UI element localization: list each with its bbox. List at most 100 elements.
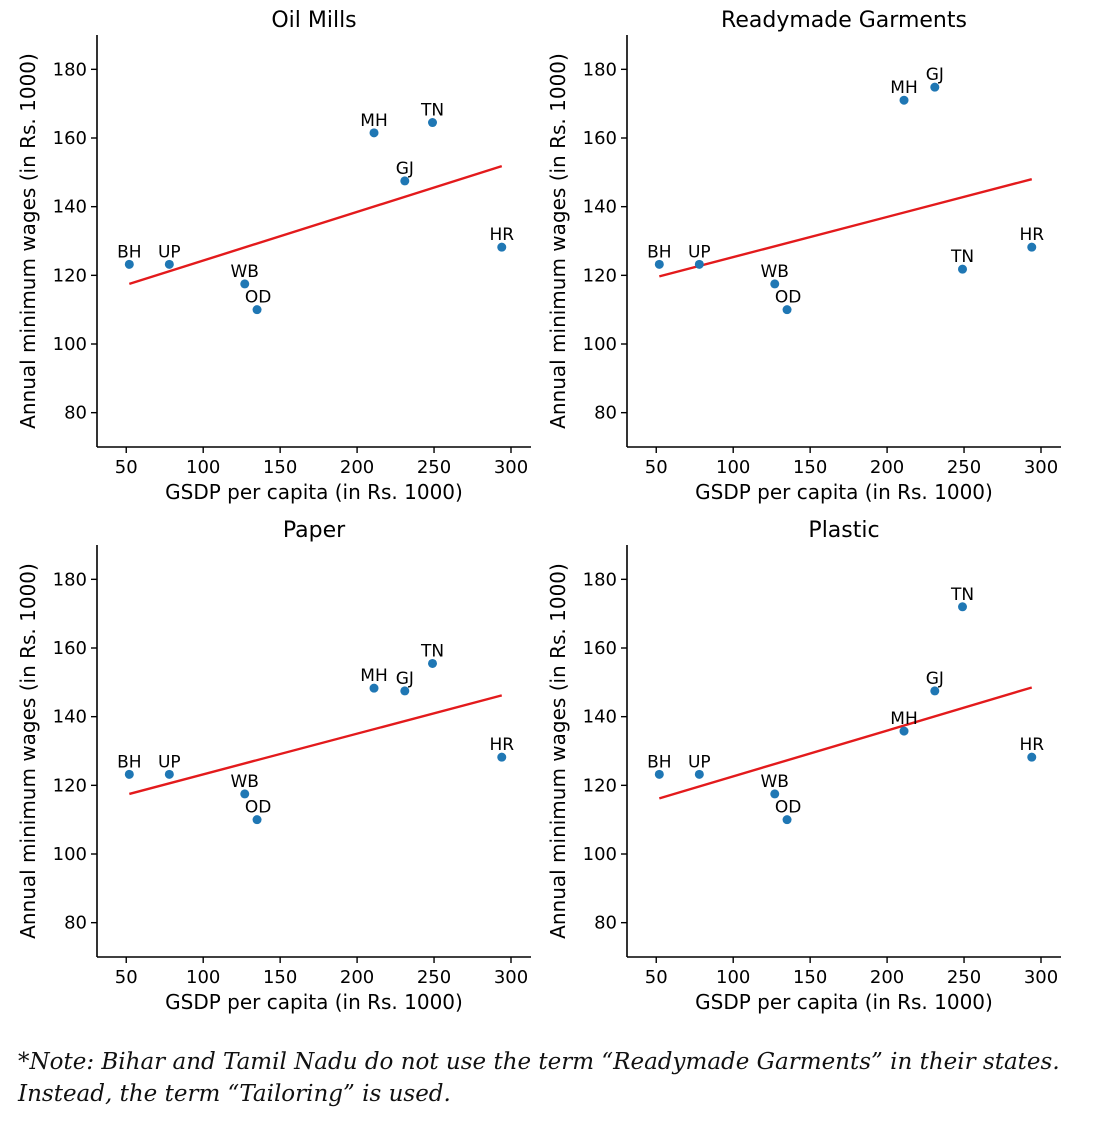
y-tick-label: 80	[594, 913, 617, 934]
chart-panel-1: Oil Mills 50 100 150 200 250 300 80 100 120 140 160…	[16, 8, 531, 504]
x-tick-label: 250	[947, 967, 981, 988]
x-tick-label: 150	[793, 967, 827, 988]
data-point-gj	[400, 686, 410, 696]
data-point-up	[164, 769, 174, 779]
data-point-bh	[124, 259, 134, 269]
chart-panel-3: Paper 50 100 150 200 250 300 80 100 120 140 160 180 G…	[16, 518, 531, 1014]
point-label-gj: GJ	[926, 65, 944, 85]
trend-line	[658, 686, 1033, 800]
y-tick-label: 140	[53, 707, 87, 728]
y-tick-label: 140	[583, 707, 617, 728]
point-label-hr: HR	[489, 225, 514, 245]
x-tick-label: 300	[494, 457, 528, 478]
point-label-od: OD	[775, 798, 801, 818]
point-label-od: OD	[245, 798, 271, 818]
data-point-hr	[1027, 242, 1037, 252]
data-point-tn	[428, 118, 438, 128]
data-point-mh	[899, 726, 909, 736]
point-label-mh: MH	[890, 78, 917, 98]
point-label-up: UP	[688, 242, 711, 262]
x-tick-label: 50	[645, 967, 668, 988]
y-tick-label: 100	[53, 844, 87, 865]
data-point-up	[694, 259, 704, 269]
data-point-mh	[369, 683, 379, 693]
data-point-gj	[930, 686, 940, 696]
point-label-mh: MH	[360, 666, 387, 686]
y-tick-label: 140	[583, 197, 617, 218]
point-label-hr: HR	[1019, 225, 1044, 245]
point-label-od: OD	[245, 288, 271, 308]
y-tick-label: 120	[583, 265, 617, 286]
point-label-bh: BH	[647, 242, 671, 262]
x-tick-label: 300	[1024, 457, 1058, 478]
y-axis-label: Annual minimum wages (in Rs. 1000)	[16, 563, 40, 939]
point-label-tn: TN	[950, 585, 974, 605]
chart-panel-2: Readymade Garments 50 100 150 200 250 300 80 100…	[546, 8, 1061, 504]
point-label-wb: WB	[761, 262, 789, 282]
data-point-gj	[930, 82, 940, 92]
point-label-up: UP	[158, 752, 181, 772]
y-tick-label: 180	[53, 59, 87, 80]
x-tick-label: 50	[115, 967, 138, 988]
y-tick-label: 120	[53, 775, 87, 796]
data-point-tn	[958, 602, 968, 612]
point-label-tn: TN	[420, 641, 444, 661]
point-label-tn: TN	[420, 101, 444, 121]
data-point-hr	[497, 752, 507, 762]
y-tick-label: 80	[594, 403, 617, 424]
point-label-wb: WB	[231, 772, 259, 792]
x-axis-label: GSDP per capita (in Rs. 1000)	[695, 990, 993, 1014]
data-point-wb	[240, 279, 250, 289]
data-point-up	[694, 769, 704, 779]
data-point-od	[782, 815, 792, 825]
point-label-bh: BH	[647, 752, 671, 772]
data-point-od	[252, 815, 262, 825]
point-label-hr: HR	[489, 735, 514, 755]
data-point-up	[164, 259, 174, 269]
x-tick-label: 150	[263, 967, 297, 988]
data-point-gj	[400, 176, 410, 186]
y-tick-label: 100	[583, 844, 617, 865]
data-point-bh	[124, 769, 134, 779]
y-tick-label: 160	[583, 128, 617, 149]
point-label-wb: WB	[761, 772, 789, 792]
y-tick-label: 160	[53, 128, 87, 149]
data-point-bh	[654, 259, 664, 269]
data-point-wb	[770, 789, 780, 799]
point-label-hr: HR	[1019, 735, 1044, 755]
point-label-wb: WB	[231, 262, 259, 282]
chart-title: Oil Mills	[271, 8, 356, 33]
x-tick-label: 100	[186, 457, 220, 478]
y-tick-label: 180	[583, 59, 617, 80]
y-tick-label: 100	[53, 334, 87, 355]
data-point-bh	[654, 769, 664, 779]
x-tick-label: 200	[340, 457, 374, 478]
chart-title: Plastic	[808, 518, 879, 543]
x-tick-label: 100	[186, 967, 220, 988]
y-axis-label: Annual minimum wages (in Rs. 1000)	[16, 53, 40, 429]
point-label-gj: GJ	[926, 669, 944, 689]
y-tick-label: 180	[53, 569, 87, 590]
point-label-mh: MH	[360, 111, 387, 131]
point-label-gj: GJ	[396, 159, 414, 179]
point-label-mh: MH	[890, 709, 917, 729]
chart-title: Readymade Garments	[721, 8, 967, 33]
chart-panel-4: Plastic 50 100 150 200 250 300 80 100 120 140 160 18…	[546, 518, 1061, 1014]
point-label-bh: BH	[117, 752, 141, 772]
point-label-tn: TN	[950, 247, 974, 267]
x-tick-label: 50	[645, 457, 668, 478]
footnote-line-1: *Note: Bihar and Tamil Nadu do not use t…	[18, 1049, 1060, 1075]
x-axis-label: GSDP per capita (in Rs. 1000)	[695, 480, 993, 504]
y-tick-label: 140	[53, 197, 87, 218]
y-tick-label: 80	[64, 913, 87, 934]
x-tick-label: 150	[793, 457, 827, 478]
x-axis-label: GSDP per capita (in Rs. 1000)	[165, 480, 463, 504]
data-point-od	[782, 305, 792, 315]
x-tick-label: 100	[716, 967, 750, 988]
point-label-up: UP	[158, 242, 181, 262]
data-point-od	[252, 305, 262, 315]
footnote-line-2: Instead, the term “Tailoring” is used.	[18, 1081, 451, 1107]
y-tick-label: 180	[583, 569, 617, 590]
x-tick-label: 150	[263, 457, 297, 478]
x-tick-label: 300	[1024, 967, 1058, 988]
